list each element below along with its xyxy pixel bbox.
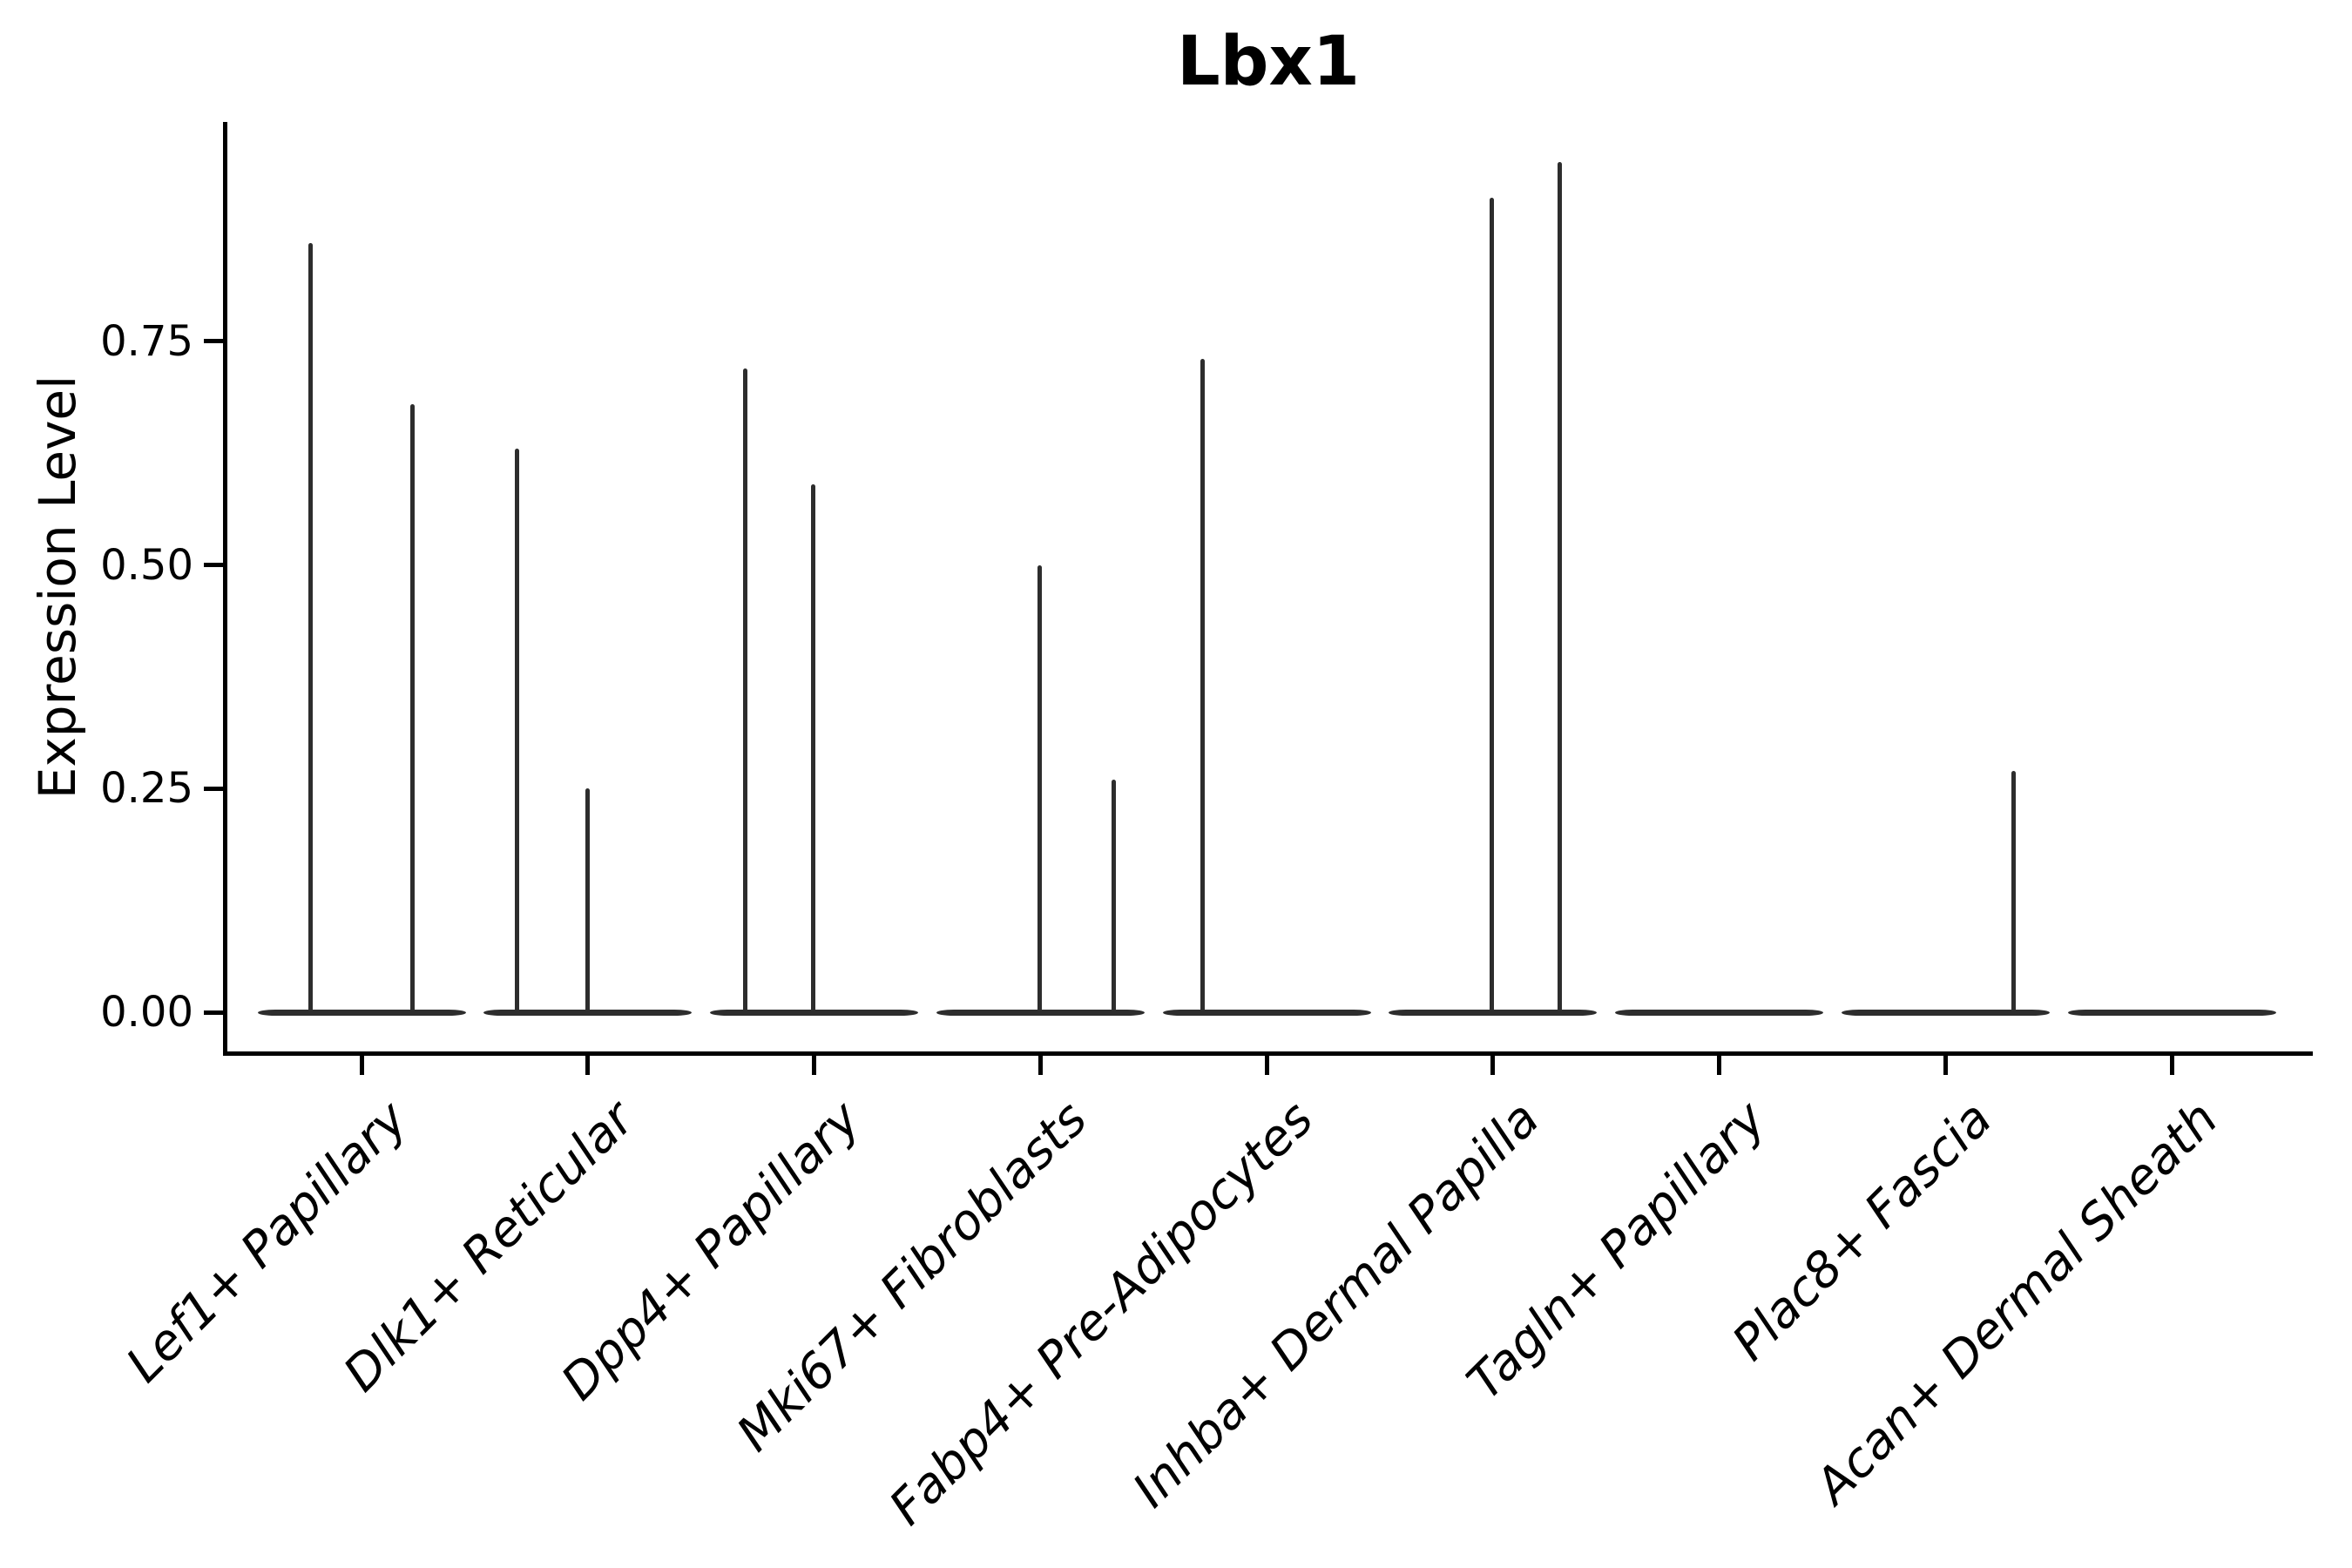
- violin-spike: [2011, 770, 2016, 1012]
- violin-body: [936, 1009, 1145, 1016]
- x-tick-mark: [585, 1056, 591, 1075]
- violin-spike: [1037, 564, 1042, 1012]
- violin-spike: [1558, 162, 1563, 1012]
- x-tick-label: Fabp4+ Pre-Adipocytes: [878, 1091, 1324, 1537]
- violin-spike: [1200, 359, 1205, 1012]
- y-tick-label: 0.50: [100, 540, 193, 590]
- x-tick-mark: [1264, 1056, 1269, 1075]
- x-tick-mark: [1490, 1056, 1496, 1075]
- x-tick-mark: [812, 1056, 816, 1075]
- x-tick-label: Acan+ Dermal Sheath: [1804, 1091, 2229, 1515]
- x-tick-mark: [359, 1056, 364, 1075]
- y-axis-spine: [223, 122, 227, 1056]
- x-tick-mark: [2169, 1056, 2174, 1075]
- x-tick-mark: [1037, 1056, 1043, 1075]
- chart-title: Lbx1: [1176, 23, 1361, 101]
- x-tick-mark: [1943, 1056, 1948, 1075]
- violin-body: [710, 1009, 918, 1016]
- violin-spike: [585, 788, 591, 1012]
- y-tick-mark: [204, 1010, 223, 1015]
- x-tick-label: Inhba+ Dermal Papilla: [1122, 1091, 1551, 1519]
- y-tick-mark: [204, 339, 223, 344]
- violin-spike: [1490, 198, 1495, 1012]
- violin-body: [2067, 1009, 2276, 1016]
- y-tick-label: 0.00: [100, 988, 193, 1037]
- violin-body: [257, 1009, 466, 1016]
- y-tick-label: 0.25: [100, 764, 193, 814]
- violin-spike: [743, 368, 747, 1012]
- x-tick-mark: [1717, 1056, 1721, 1075]
- violin-spike: [308, 242, 313, 1012]
- violin-spike: [811, 484, 815, 1012]
- x-axis-spine: [223, 1051, 2313, 1056]
- y-tick-mark: [204, 786, 223, 791]
- y-tick-label: 0.75: [100, 316, 193, 366]
- violin-body: [1841, 1009, 2050, 1016]
- violin-body: [1615, 1009, 1823, 1016]
- y-axis-label: Expression Level: [28, 375, 87, 800]
- violin-body: [1162, 1009, 1371, 1016]
- violin-spike: [515, 448, 520, 1012]
- violin-body: [483, 1009, 693, 1016]
- y-tick-mark: [204, 563, 223, 567]
- violin-spike: [409, 403, 415, 1012]
- violin-spike: [1111, 779, 1116, 1012]
- violin-body: [1389, 1009, 1598, 1016]
